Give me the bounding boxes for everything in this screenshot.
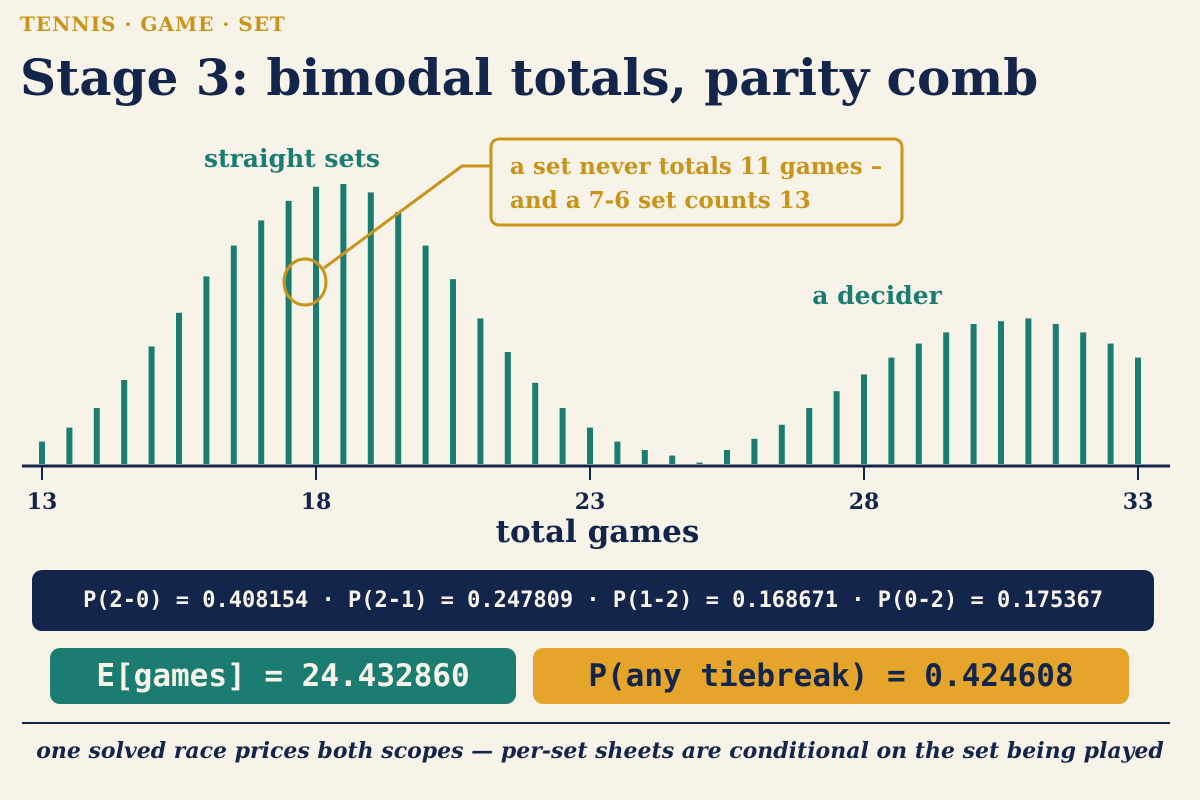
bar-17	[258, 220, 265, 464]
bar-31	[1025, 318, 1032, 464]
bar-20-5	[450, 279, 456, 464]
bar-24-5	[669, 455, 676, 464]
bar-15	[148, 346, 155, 464]
x-tick-label-13: 13	[27, 489, 58, 515]
bar-20	[422, 245, 429, 464]
bar-23-5	[614, 441, 621, 464]
bar-23	[587, 427, 593, 464]
bar-18-5	[340, 184, 347, 464]
bar-18	[313, 186, 319, 465]
x-tick-label-18: 18	[301, 489, 332, 515]
bimodal-bar-chart: 13 18 23 28 33 straight sets a decider a set…	[22, 137, 1170, 515]
bar-13	[39, 441, 45, 464]
match-score-probabilities: P(2-0) = 0.408154 · P(2-1) = 0.247809 · …	[32, 570, 1154, 631]
callout-box	[489, 137, 904, 227]
bar-31-5	[1052, 324, 1059, 464]
callout-leader-line	[323, 164, 491, 270]
bar-14	[93, 408, 100, 464]
divider-rule	[22, 722, 1170, 724]
bar-25	[696, 462, 703, 464]
bar-29-5	[943, 332, 950, 464]
bar-30-5	[998, 321, 1004, 464]
bar-19	[367, 192, 374, 464]
bar-21-5	[504, 352, 511, 464]
bar-30	[970, 324, 977, 464]
bar-26-5	[778, 424, 785, 464]
bar-17-5	[285, 200, 292, 465]
bar-26	[751, 438, 758, 464]
bar-27	[806, 408, 813, 464]
bar-28	[861, 374, 867, 464]
bar-33	[1135, 357, 1141, 464]
callout-text-line-1: a set never totals 11 games –	[510, 153, 882, 180]
x-tick-label-33: 33	[1123, 489, 1154, 515]
bar-29	[915, 343, 922, 464]
annotation-straight-sets: straight sets	[204, 144, 380, 173]
callout-text-line-2: and a 7-6 set counts 13	[510, 187, 811, 214]
bar-22	[532, 382, 539, 464]
bar-14-5	[121, 380, 128, 464]
bar-32-5	[1107, 343, 1114, 464]
annotation-decider: a decider	[812, 281, 942, 310]
bar-13-5	[66, 427, 73, 464]
bar-16	[203, 276, 210, 464]
x-tick-label-28: 28	[849, 489, 880, 515]
callout-highlight-circle	[282, 257, 328, 307]
bar-32	[1080, 332, 1087, 464]
x-axis-label: total games	[495, 514, 700, 550]
bar-21	[477, 318, 484, 464]
tiebreak-probability-badge: P(any tiebreak) = 0.424608	[533, 648, 1129, 704]
bar-15-5	[176, 312, 182, 464]
bar-25-5	[724, 450, 730, 464]
bar-28-5	[888, 357, 895, 464]
kicker-label: TENNIS · GAME · SET	[20, 12, 286, 36]
bar-24	[641, 450, 648, 464]
page-title: Stage 3: bimodal totals, parity comb	[20, 48, 1039, 107]
bar-22-5	[559, 408, 566, 464]
bar-19-5	[395, 212, 402, 464]
footer-note: one solved race prices both scopes — per…	[36, 738, 1164, 764]
bar-16-5	[230, 245, 237, 464]
bar-27-5	[833, 391, 840, 464]
x-tick-label-23: 23	[575, 489, 606, 515]
expected-games-badge: E[games] = 24.432860	[50, 648, 516, 704]
